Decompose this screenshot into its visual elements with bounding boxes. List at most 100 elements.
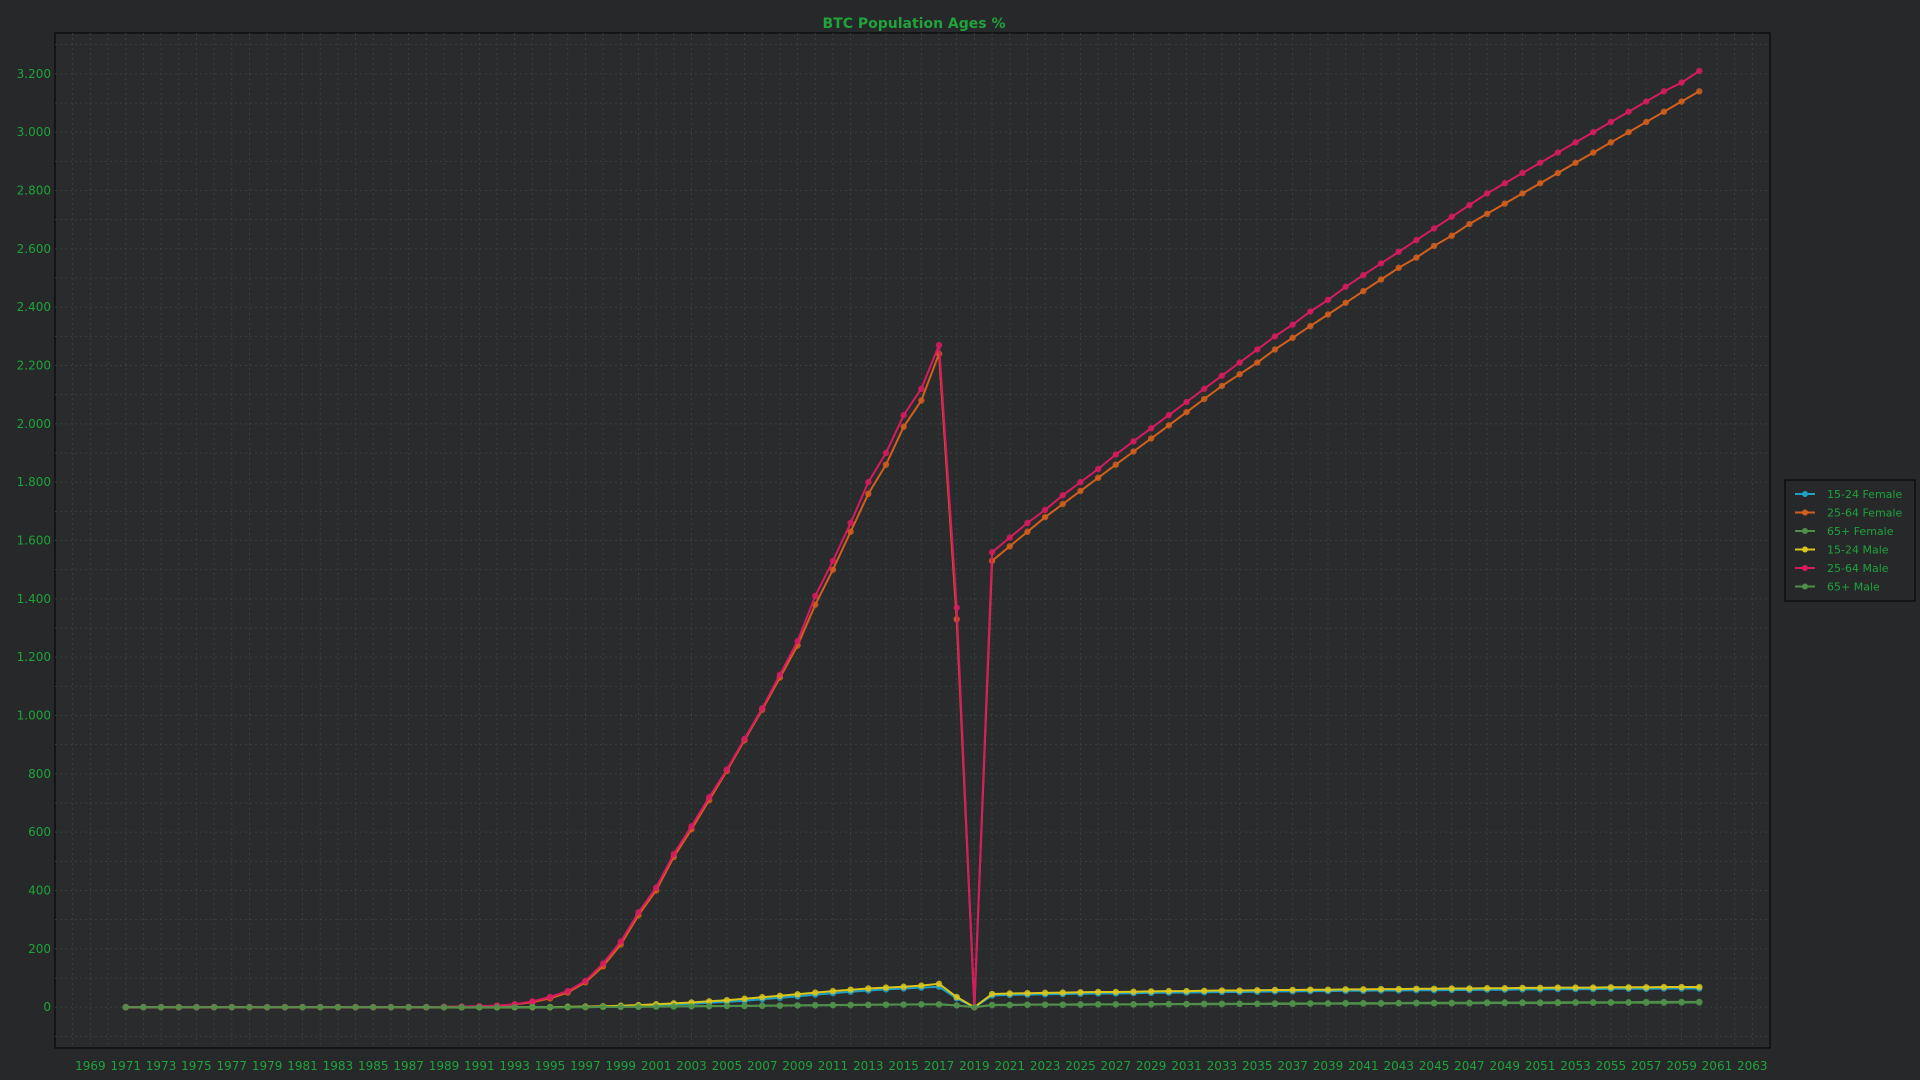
x-tick-label: 2041: [1348, 1059, 1379, 1073]
data-point-65-male: [865, 1001, 872, 1009]
legend-box: [1784, 479, 1916, 602]
data-point-65-male: [1483, 999, 1491, 1006]
data-point-65-male: [1395, 999, 1402, 1007]
x-tick-label: 1999: [605, 1059, 636, 1073]
data-point-65-male: [1607, 999, 1615, 1006]
data-point-25-64-female: [1077, 487, 1084, 495]
data-point-25-64-male: [794, 637, 801, 645]
plot-frame: [54, 32, 1771, 1049]
data-point-25-64-male: [1254, 346, 1261, 353]
data-point-65-male: [882, 1001, 890, 1008]
data-point-15-24-male: [1059, 989, 1066, 996]
data-point-65-male: [1289, 1000, 1296, 1007]
data-point-25-64-female: [1572, 159, 1579, 166]
x-tick-label: 1987: [393, 1059, 424, 1073]
x-tick-label: 2019: [959, 1059, 990, 1073]
x-tick-label: 1975: [181, 1059, 212, 1073]
data-point-15-24-male: [1377, 985, 1385, 993]
data-point-15-24-male: [723, 996, 731, 1004]
data-point-25-64-male: [1501, 180, 1508, 187]
y-tick-label: 1.000: [17, 709, 51, 723]
data-point-15-24-male: [882, 984, 890, 991]
data-point-15-24-male: [759, 994, 766, 1001]
legend-swatch-marker: [1802, 491, 1808, 497]
x-tick-label: 2063: [1737, 1059, 1768, 1073]
data-point-25-64-male: [1147, 425, 1155, 432]
data-point-25-64-male: [617, 938, 624, 945]
data-point-25-64-male: [1130, 438, 1137, 445]
y-tick-label: 2.000: [17, 417, 51, 431]
data-point-65-male: [776, 1002, 784, 1009]
data-point-25-64-female: [829, 566, 837, 573]
data-point-65-male: [1183, 1000, 1190, 1008]
data-point-25-64-male: [1342, 283, 1349, 290]
data-point-25-64-male: [1307, 308, 1314, 315]
data-point-25-64-female: [1307, 322, 1314, 330]
plot-area: 1969 1971 1973 1975 1977 1979 1981 1983 1985 1987…: [17, 32, 1916, 1073]
data-point-65-male: [1501, 999, 1508, 1006]
data-point-25-64-female: [1696, 88, 1703, 95]
data-point-25-64-male: [1430, 225, 1438, 232]
data-point-65-male: [546, 1003, 554, 1011]
data-point-15-24-male: [1625, 984, 1632, 991]
data-point-65-male: [1377, 999, 1385, 1007]
data-point-25-64-male: [1059, 492, 1066, 499]
legend-label: 15-24 Male: [1827, 544, 1889, 557]
x-tick-label: 1979: [252, 1059, 283, 1073]
data-point-15-24-male: [1307, 986, 1314, 993]
data-point-65-male: [263, 1003, 271, 1011]
x-tick-label: 1991: [464, 1059, 495, 1073]
data-point-25-64-male: [1554, 149, 1562, 156]
data-point-15-24-male: [953, 993, 960, 1001]
x-tick-label: 2051: [1525, 1059, 1556, 1073]
data-point-25-64-male: [1377, 260, 1385, 267]
data-point-25-64-female: [1024, 528, 1031, 535]
data-point-65-male: [1519, 999, 1526, 1006]
y-tick-label: 3.000: [17, 125, 51, 139]
x-tick-label: 1995: [535, 1059, 566, 1073]
data-point-25-64-female: [1589, 149, 1597, 156]
data-point-25-64-female: [1678, 98, 1685, 105]
data-point-65-male: [1094, 1001, 1102, 1008]
data-point-25-64-male: [1643, 98, 1650, 105]
data-point-25-64-female: [1554, 169, 1562, 177]
data-point-25-64-male: [1165, 411, 1173, 419]
data-point-15-24-male: [1165, 987, 1173, 995]
data-point-25-64-female: [1165, 422, 1173, 429]
data-point-65-male: [140, 1003, 147, 1011]
data-point-65-male: [1589, 999, 1597, 1006]
x-tick-label: 2055: [1596, 1059, 1627, 1073]
data-point-65-male: [529, 1003, 536, 1011]
data-point-65-male: [1024, 1001, 1031, 1008]
data-point-25-64-male: [1183, 398, 1190, 406]
data-point-65-male: [1112, 1001, 1120, 1008]
data-point-25-64-male: [847, 519, 854, 527]
data-point-25-64-male: [1112, 451, 1120, 458]
data-point-65-male: [1201, 1000, 1208, 1007]
data-point-65-male: [829, 1001, 837, 1009]
x-tick-label: 2035: [1242, 1059, 1273, 1073]
data-point-15-24-male: [1660, 983, 1668, 991]
data-point-25-64-female: [1607, 139, 1615, 146]
data-point-25-64-female: [1501, 200, 1508, 207]
legend-swatch-marker: [1802, 565, 1808, 571]
data-point-65-male: [935, 1001, 943, 1008]
data-point-25-64-female: [1660, 108, 1668, 115]
data-point-25-64-female: [1112, 461, 1120, 468]
data-point-15-24-male: [1254, 987, 1261, 994]
data-point-15-24-male: [918, 982, 925, 989]
data-point-25-64-female: [1324, 311, 1332, 318]
x-tick-label: 1973: [146, 1059, 177, 1073]
data-point-25-64-female: [1625, 128, 1632, 136]
data-point-65-male: [1696, 998, 1703, 1006]
data-point-15-24-male: [1041, 989, 1049, 997]
data-point-15-24-male: [865, 985, 872, 992]
data-point-65-male: [1466, 999, 1473, 1006]
x-tick-label: 2037: [1277, 1059, 1308, 1073]
data-point-25-64-male: [1572, 139, 1579, 146]
data-point-25-64-male: [935, 341, 943, 349]
data-point-15-24-male: [1006, 990, 1013, 997]
data-point-25-64-female: [1360, 287, 1367, 295]
legend-label: 65+ Male: [1827, 581, 1880, 594]
data-point-15-24-male: [1572, 984, 1579, 991]
